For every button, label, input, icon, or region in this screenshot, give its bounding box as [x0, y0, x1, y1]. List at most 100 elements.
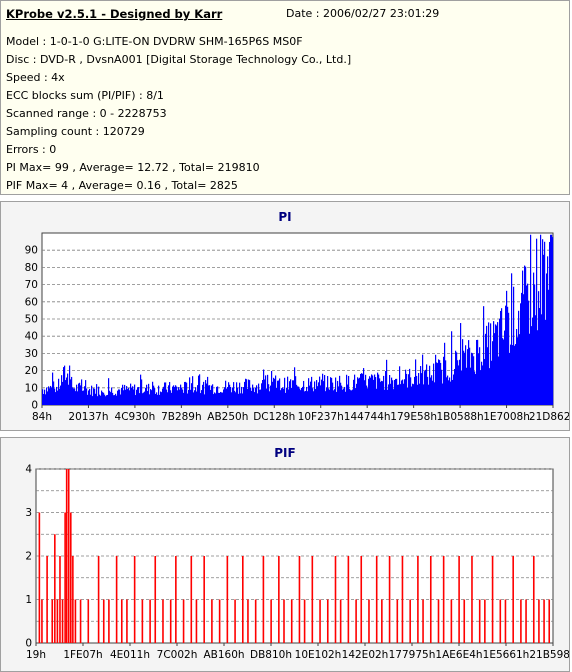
- pi-bar: [92, 396, 94, 405]
- pif-bar: [211, 599, 213, 643]
- pi-bar: [53, 381, 55, 405]
- pi-bar: [65, 380, 67, 405]
- pi-bar: [452, 379, 454, 405]
- pi-bar: [108, 378, 110, 405]
- pi-bar: [60, 385, 62, 405]
- pi-bar: [399, 366, 401, 405]
- pi-bar: [310, 381, 312, 405]
- pi-bar: [68, 384, 70, 405]
- pi-bar: [470, 367, 472, 405]
- pif-bar: [303, 599, 306, 643]
- pi-bar: [181, 387, 183, 405]
- pi-bar: [154, 388, 156, 405]
- pif-x-tick-label: 1E5661h: [483, 649, 530, 661]
- pif-bar: [97, 556, 100, 643]
- pi-bar: [171, 392, 173, 405]
- pi-bar: [242, 393, 244, 405]
- pi-bar: [394, 379, 396, 405]
- pi-bar: [165, 382, 167, 405]
- pi-bar: [535, 315, 537, 405]
- pif-x-tick-label: 1AE6E4h: [435, 649, 482, 661]
- pi-bar: [299, 388, 301, 405]
- pi-bar: [463, 350, 465, 405]
- pi-bar: [351, 390, 353, 405]
- pif-bar: [226, 556, 229, 643]
- pif-chart-panel: PIF 0 1 2 3 4 19h 1FE07h 4E011h 7C002h AB160h DB81…: [0, 437, 570, 672]
- pi-bar: [412, 383, 414, 405]
- pi-bar: [521, 292, 523, 405]
- pi-bar: [280, 390, 282, 405]
- pi-bar: [411, 386, 413, 405]
- pi-bar: [460, 323, 462, 405]
- pi-bar: [518, 310, 520, 405]
- pi-bar: [497, 322, 499, 405]
- pi-bar: [483, 306, 485, 405]
- pi-bar: [86, 388, 88, 405]
- pi-bar: [110, 392, 112, 405]
- pi-bar: [549, 241, 551, 405]
- pi-bar: [176, 386, 178, 405]
- pi-bar: [127, 389, 129, 405]
- pi-bar: [508, 312, 510, 405]
- pi-bar: [225, 380, 227, 405]
- pi-y-tick-label: 0: [31, 400, 38, 412]
- pi-bar: [397, 384, 399, 405]
- scan-date: Date : 2006/02/27 23:01:29: [286, 7, 440, 20]
- pi-bar: [465, 345, 467, 405]
- pi-chart-title: PI: [278, 210, 292, 224]
- pif-bar: [484, 599, 486, 643]
- pi-bar: [527, 283, 529, 405]
- pi-bar: [291, 387, 293, 405]
- pi-bar: [350, 390, 352, 405]
- pi-bar: [384, 389, 386, 405]
- pi-bar: [462, 339, 464, 405]
- pi-bar: [109, 390, 111, 405]
- pi-bar: [461, 370, 463, 405]
- pi-bar: [191, 383, 193, 405]
- pi-bar: [539, 307, 541, 405]
- pi-bar: [338, 386, 340, 405]
- pif-bar: [458, 556, 460, 643]
- pi-bar: [471, 352, 473, 405]
- pi-bar: [278, 380, 280, 405]
- pi-bar: [210, 389, 212, 405]
- pi-bar: [107, 394, 109, 405]
- pi-bar: [346, 374, 348, 405]
- pi-bar: [137, 387, 139, 405]
- pi-bar: [89, 388, 91, 405]
- pi-bar: [118, 389, 120, 405]
- pi-bar: [188, 389, 190, 405]
- pi-bar: [58, 378, 60, 405]
- pi-bar: [295, 376, 297, 405]
- pif-bar: [450, 599, 453, 643]
- pi-bar: [306, 386, 308, 405]
- pif-bar: [120, 599, 123, 643]
- pi-bar: [186, 382, 188, 405]
- pi-bar: [81, 379, 83, 405]
- pi-bar: [202, 384, 204, 405]
- pi-bar: [169, 382, 171, 405]
- pi-bar: [160, 391, 162, 405]
- pi-bar: [354, 374, 356, 405]
- pi-bar: [316, 380, 318, 405]
- pif-bar: [491, 556, 494, 643]
- pi-bar: [385, 370, 387, 405]
- pi-bar: [77, 391, 79, 405]
- pi-bar: [332, 382, 334, 405]
- pi-bar: [283, 388, 285, 405]
- pi-bar: [95, 393, 97, 405]
- pi-bar: [473, 356, 475, 405]
- pi-bar: [406, 373, 408, 405]
- pi-x-tick-label: 1B0588h: [436, 411, 483, 423]
- pi-bar: [337, 380, 339, 405]
- pif-bar: [290, 599, 293, 643]
- pi-bar: [389, 375, 391, 405]
- pi-bar: [218, 392, 220, 405]
- pi-bar: [308, 378, 310, 405]
- pi-bar: [526, 285, 528, 405]
- pi-bar: [236, 382, 238, 405]
- pi-bar: [85, 380, 87, 405]
- pi-bar: [298, 386, 300, 405]
- pi-bar: [201, 390, 203, 405]
- pi-summary-line: PI Max= 99 , Average= 12.72 , Total= 219…: [6, 161, 260, 174]
